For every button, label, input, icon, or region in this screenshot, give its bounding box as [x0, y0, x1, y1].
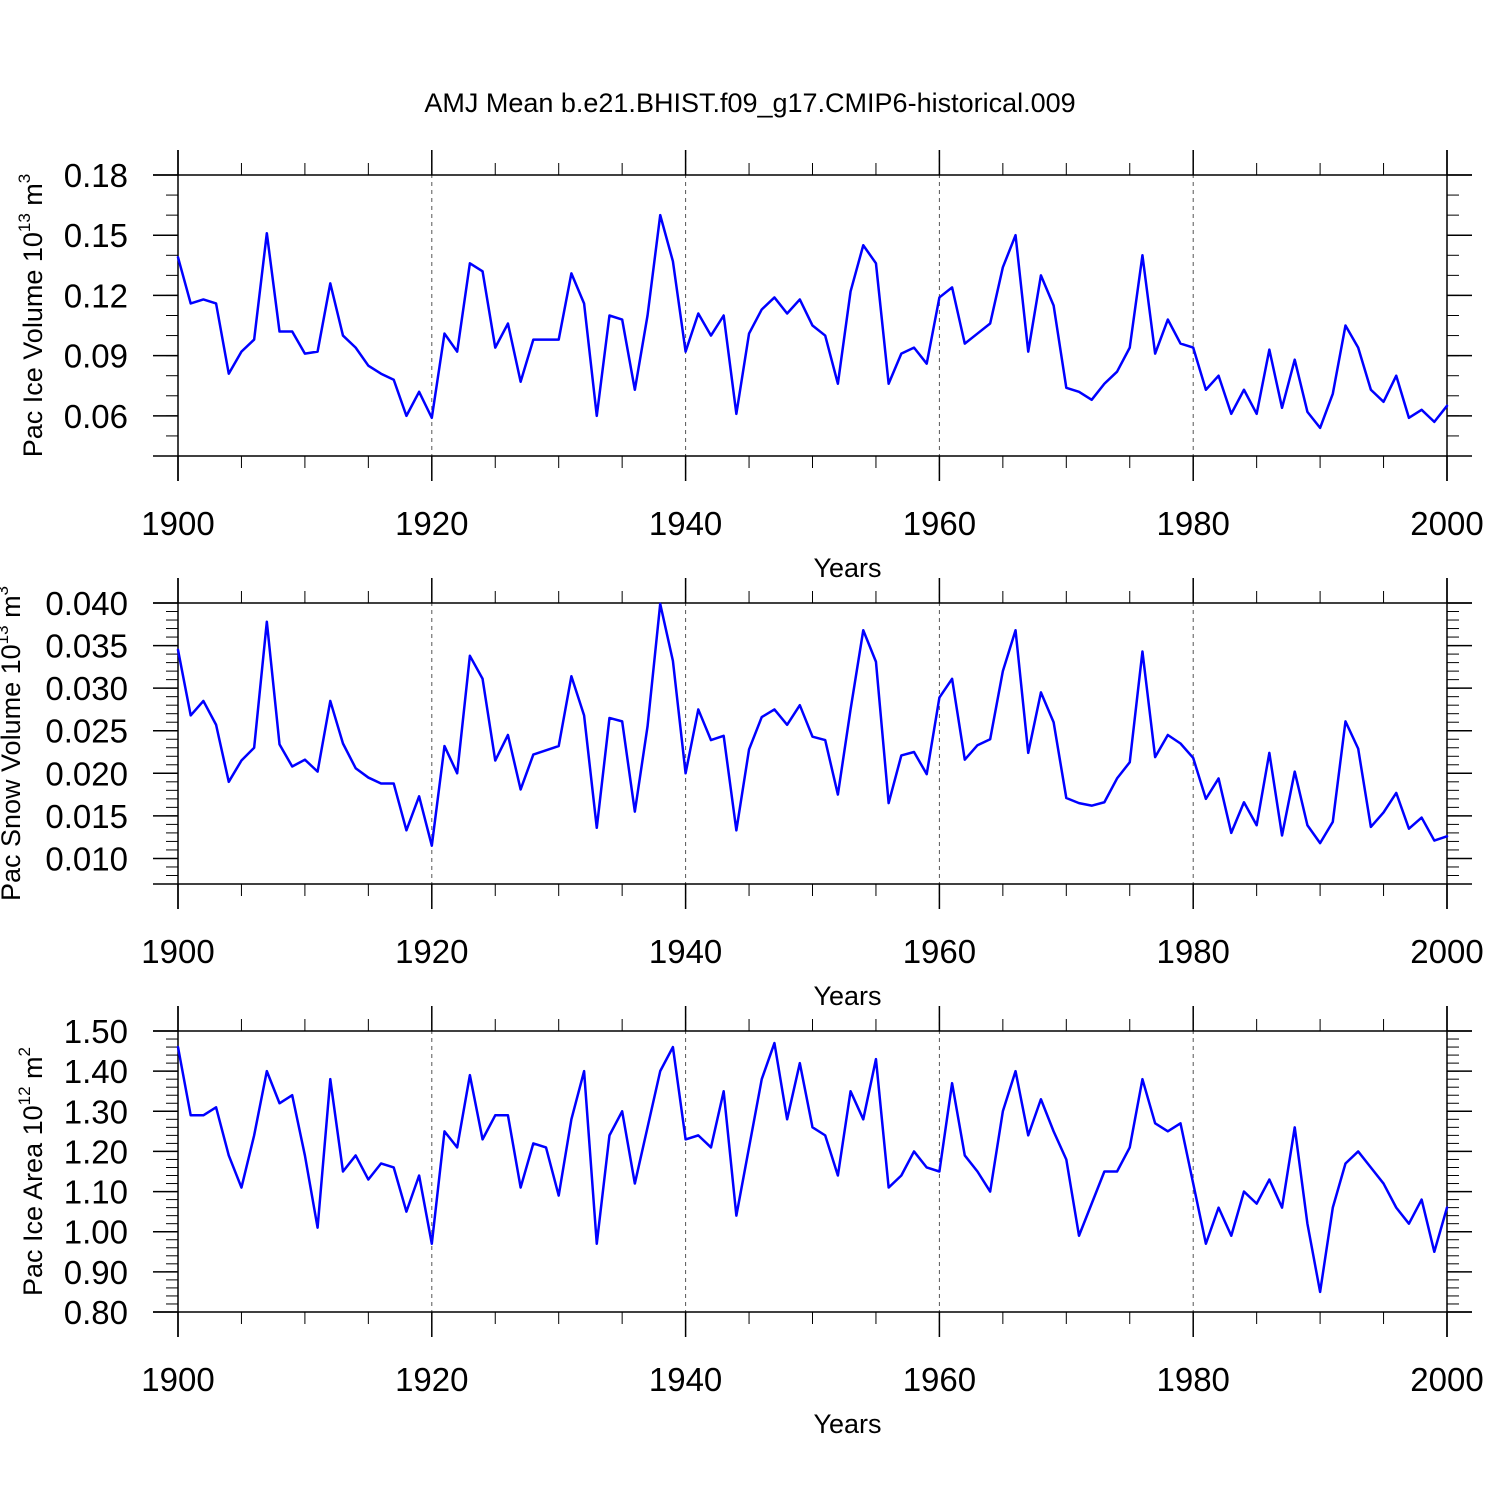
y-axis-label-text: Pac Snow Volume 10 [0, 644, 26, 901]
x-axis-label: Years [813, 981, 881, 1011]
y-axis-label-unit-exponent: 3 [0, 586, 12, 595]
y-tick-label: 0.035 [45, 628, 128, 665]
y-tick-label: 0.040 [45, 585, 128, 622]
y-tick-label: 1.20 [64, 1133, 128, 1170]
y-tick-label: 1.00 [64, 1214, 128, 1251]
x-tick-label: 1980 [1156, 933, 1229, 970]
y-tick-label: 1.10 [64, 1174, 128, 1211]
y-tick-label: 0.90 [64, 1254, 128, 1291]
y-axis-label-text: Pac Ice Area 10 [18, 1105, 48, 1296]
x-tick-label: 1960 [903, 505, 976, 542]
x-tick-label: 1900 [141, 1361, 214, 1398]
x-tick-label: 1940 [649, 505, 722, 542]
chart-panel-ice-volume: 0.06 0.09 0.12 0.15 0.18 1900 1920 1940 1960 1980… [15, 150, 1484, 583]
y-tick-label: 0.015 [45, 798, 128, 835]
x-tick-label: 2000 [1410, 933, 1483, 970]
y-axis-label: Pac Ice Area 1012 m2 [15, 1047, 48, 1296]
x-tick-label: 1900 [141, 505, 214, 542]
y-tick-label: 0.15 [64, 217, 128, 254]
x-tick-label: 1920 [395, 933, 468, 970]
x-axis-label: Years [813, 553, 881, 583]
y-tick-label: 0.020 [45, 755, 128, 792]
x-tick-label: 1980 [1156, 1361, 1229, 1398]
chart-panel-snow-volume: 0.010 0.015 0.020 0.025 0.030 0.035 0.040 1900 1… [0, 578, 1484, 1011]
y-axis-label-text: Pac Ice Volume 10 [18, 232, 48, 457]
x-tick-label: 1940 [649, 933, 722, 970]
y-tick-label: 0.12 [64, 277, 128, 314]
y-tick-label: 0.80 [64, 1294, 128, 1331]
x-tick-label: 1960 [903, 933, 976, 970]
y-axis-label-unit-exponent: 2 [15, 1047, 34, 1056]
y-tick-label: 1.50 [64, 1013, 128, 1050]
x-tick-label: 1920 [395, 1361, 468, 1398]
y-tick-label: 1.30 [64, 1093, 128, 1130]
y-axis-label-unit: m [0, 595, 26, 625]
y-axis-label-unit: m [18, 1056, 48, 1086]
y-tick-label: 0.18 [64, 157, 128, 194]
y-tick-label: 0.06 [64, 398, 128, 435]
y-axis-label: Pac Ice Volume 1013 m3 [15, 174, 48, 458]
y-tick-label: 0.030 [45, 670, 128, 707]
y-axis-label: Pac Snow Volume 1013 m3 [0, 586, 26, 901]
x-tick-label: 1940 [649, 1361, 722, 1398]
y-axis-label-exponent: 12 [15, 1086, 34, 1105]
x-tick-label: 1960 [903, 1361, 976, 1398]
y-axis-label-exponent: 13 [0, 625, 12, 644]
x-tick-label: 2000 [1410, 1361, 1483, 1398]
y-tick-label: 0.025 [45, 713, 128, 750]
x-axis-label: Years [813, 1409, 881, 1439]
x-tick-label: 1920 [395, 505, 468, 542]
x-tick-label: 1980 [1156, 505, 1229, 542]
data-series-line [176, 1041, 1449, 1294]
y-tick-label: 1.40 [64, 1053, 128, 1090]
y-tick-label: 0.010 [45, 840, 128, 877]
chart-panel-ice-area: 0.800.901.001.10 1.201.301.401.50 1900 1920… [15, 1006, 1484, 1439]
y-axis-label-unit-exponent: 3 [15, 174, 34, 183]
chart-title: AMJ Mean b.e21.BHIST.f09_g17.CMIP6-histo… [424, 88, 1075, 118]
y-axis-label-exponent: 13 [15, 213, 34, 232]
y-axis-label-unit: m [18, 183, 48, 213]
x-tick-label: 2000 [1410, 505, 1483, 542]
data-series-line [176, 602, 1449, 847]
data-series-line [176, 213, 1449, 430]
y-tick-label: 0.09 [64, 338, 128, 375]
x-tick-label: 1900 [141, 933, 214, 970]
